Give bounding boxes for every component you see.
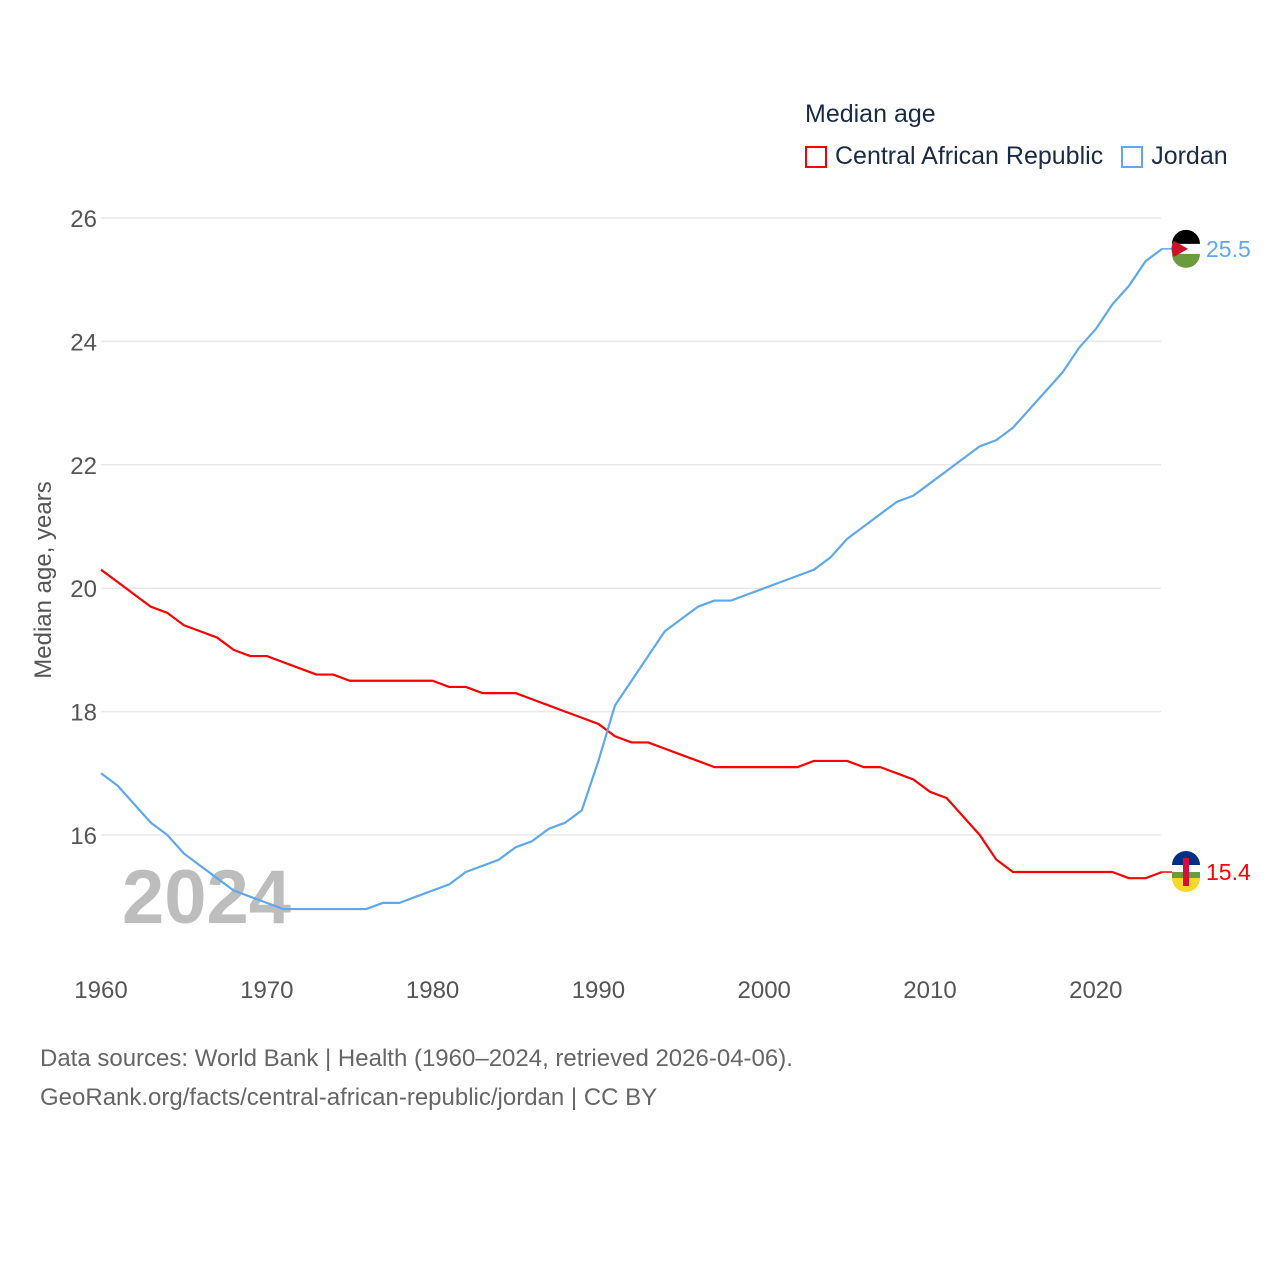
footer-link[interactable]: GeoRank.org/facts/central-african-republ… <box>40 1084 658 1111</box>
y-axis-label: Median age, years <box>30 481 57 678</box>
y-tick-label: 20 <box>70 576 97 603</box>
flag-stripe <box>1172 229 1200 244</box>
x-tick-label: 2000 <box>738 977 791 1004</box>
y-tick-label: 16 <box>70 823 97 850</box>
series-line-car <box>100 568 1163 880</box>
x-tick-label: 1960 <box>74 977 127 1004</box>
end-value-label: 25.5 <box>1206 236 1251 262</box>
x-tick-label: 2020 <box>1069 977 1122 1004</box>
legend-label-jordan[interactable]: Jordan <box>1151 142 1228 170</box>
end-value-label: 15.4 <box>1206 859 1251 885</box>
x-tick-label: 1980 <box>406 977 459 1004</box>
legend-swatch-car[interactable] <box>805 145 827 168</box>
y-tick-label: 24 <box>70 329 97 356</box>
y-tick-label: 26 <box>70 206 97 233</box>
y-tick-label: 22 <box>70 453 97 480</box>
legend-swatch-jordan[interactable] <box>1121 145 1144 168</box>
footer-sources: Data sources: World Bank | Health (1960–… <box>40 1045 793 1072</box>
flag-stripe <box>1183 858 1189 887</box>
flag-stripe <box>1172 253 1200 268</box>
legend-title: Median age <box>805 100 936 128</box>
legend: Central African Republic Jordan <box>805 142 1228 171</box>
y-tick-label: 18 <box>70 700 97 727</box>
year-watermark: 2024 <box>122 855 291 940</box>
x-tick-label: 1990 <box>572 977 625 1004</box>
flag-triangle <box>1171 240 1188 257</box>
x-tick-label: 2010 <box>903 977 956 1004</box>
legend-label-car[interactable]: Central African Republic <box>835 142 1104 170</box>
x-tick-label: 1970 <box>240 977 293 1004</box>
series-line-jordan <box>100 247 1163 911</box>
